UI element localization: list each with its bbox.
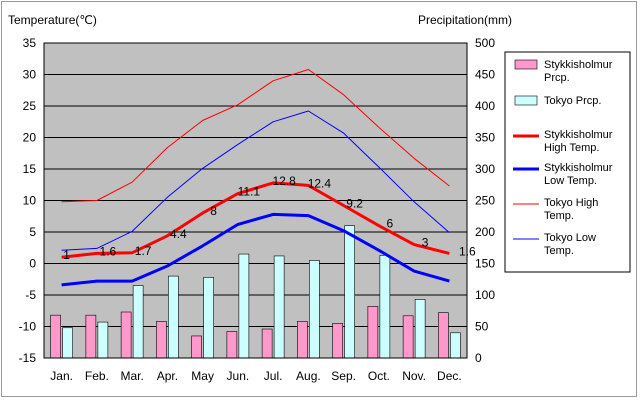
legend-label: High Temp. xyxy=(544,142,599,154)
data-label: 8 xyxy=(210,204,217,218)
data-label: 3 xyxy=(422,236,429,250)
left-tick-label: 0 xyxy=(29,257,36,271)
legend-label: Prcp. xyxy=(544,72,570,84)
left-tick-label: -15 xyxy=(19,351,37,365)
precip-bar xyxy=(273,255,285,359)
left-tick-label: 5 xyxy=(29,225,36,239)
month-label: Jan. xyxy=(50,369,73,383)
precip-bar xyxy=(226,331,238,359)
precip-bar xyxy=(168,275,179,359)
right-tick-label: 100 xyxy=(475,288,495,302)
left-tick-label: -5 xyxy=(25,288,36,302)
legend-label: Tokyo Low xyxy=(544,232,596,244)
right-tick-label: 250 xyxy=(475,194,495,208)
left-tick-label: 35 xyxy=(23,36,37,50)
legend-label: Stykkisholmur xyxy=(544,59,613,71)
precip-bar xyxy=(344,225,355,359)
legend-label: Temp. xyxy=(544,245,574,257)
left-tick-label: 25 xyxy=(23,99,37,113)
right-tick-label: 500 xyxy=(475,36,495,50)
data-label: 9.2 xyxy=(346,197,363,211)
right-axis-title: Precipitation(mm) xyxy=(418,13,512,27)
left-tick-label: 20 xyxy=(23,131,37,145)
legend-label: Stykkisholmur xyxy=(544,129,613,141)
left-tick-label: -10 xyxy=(19,320,37,334)
left-axis-title: Temperature(℃) xyxy=(8,13,97,27)
legend-label: Tokyo Prcp. xyxy=(544,95,601,107)
legend-label: Low Temp. xyxy=(544,175,597,187)
legend-swatch xyxy=(514,59,538,70)
month-label: Sep. xyxy=(331,369,356,383)
left-tick-label: 10 xyxy=(23,194,37,208)
data-label: 6 xyxy=(387,217,394,231)
month-label: Jul. xyxy=(264,369,283,383)
right-tick-label: 0 xyxy=(475,351,482,365)
data-label: 1.6 xyxy=(100,244,117,258)
precip-bar xyxy=(97,321,109,359)
legend-box xyxy=(504,51,631,273)
precip-bar xyxy=(297,321,308,359)
precip-bar xyxy=(332,323,343,359)
precip-bar xyxy=(438,312,449,359)
precip-bar xyxy=(450,332,461,359)
precip-bar xyxy=(62,327,73,359)
precip-bar xyxy=(50,314,61,359)
data-label: 1.6 xyxy=(459,244,476,258)
precip-bar xyxy=(414,299,426,359)
data-label: 4.4 xyxy=(170,227,187,241)
precip-bar xyxy=(191,335,202,359)
right-tick-label: 200 xyxy=(475,225,495,239)
right-tick-label: 400 xyxy=(475,99,495,113)
precip-bar xyxy=(120,311,132,359)
month-label: May xyxy=(191,369,214,383)
legend-swatch xyxy=(514,95,538,106)
plot-area: -15-10-505101520253035050100150200250300… xyxy=(19,36,496,383)
precip-bar xyxy=(367,306,379,359)
data-label: 1.7 xyxy=(135,244,152,258)
temp-line-thin xyxy=(61,69,450,203)
month-label: Aug. xyxy=(296,369,321,383)
plot-border xyxy=(43,42,468,359)
month-label: Nov. xyxy=(402,369,426,383)
data-label: 11.1 xyxy=(238,185,261,199)
precip-bar xyxy=(156,321,167,359)
temp-line-thick xyxy=(61,181,450,259)
month-label: Apr. xyxy=(157,369,178,383)
month-label: Dec. xyxy=(437,369,462,383)
legend-label: Temp. xyxy=(544,210,574,222)
data-label: 12.8 xyxy=(272,174,296,188)
left-tick-label: 30 xyxy=(23,68,37,82)
month-label: Oct. xyxy=(368,369,390,383)
precip-bar xyxy=(85,314,97,359)
precip-bar xyxy=(238,253,250,359)
precip-bar xyxy=(132,285,144,359)
right-tick-label: 350 xyxy=(475,131,495,145)
legend-label: Stykkisholmur xyxy=(544,162,613,174)
month-label: Jun. xyxy=(227,369,250,383)
right-tick-label: 450 xyxy=(475,68,495,82)
data-label: 12.4 xyxy=(308,176,332,190)
right-tick-label: 150 xyxy=(475,257,495,271)
temp-line-thick xyxy=(61,212,450,287)
temp-line-thin xyxy=(61,110,450,251)
month-label: Mar. xyxy=(120,369,143,383)
right-tick-label: 300 xyxy=(475,162,495,176)
precip-bar xyxy=(203,277,214,359)
precip-bar xyxy=(261,328,273,359)
precip-bar xyxy=(309,260,320,359)
precip-bar xyxy=(379,255,391,359)
data-label: 1 xyxy=(63,248,70,262)
precip-bar xyxy=(402,315,414,359)
right-tick-label: 50 xyxy=(475,320,489,334)
legend-label: Tokyo High xyxy=(544,197,598,209)
month-label: Feb. xyxy=(85,369,109,383)
left-tick-label: 15 xyxy=(23,162,37,176)
